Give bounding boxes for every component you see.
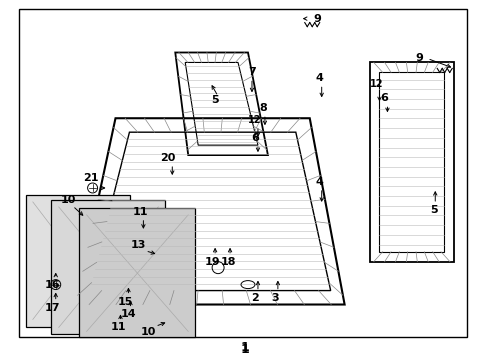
Text: 13: 13 [131, 240, 146, 250]
Text: 2: 2 [251, 293, 259, 302]
Polygon shape [51, 200, 165, 334]
Text: 10: 10 [141, 327, 156, 337]
Text: 4: 4 [316, 73, 324, 84]
Text: 18: 18 [220, 257, 236, 267]
Text: 21: 21 [83, 173, 98, 183]
Text: 11: 11 [111, 323, 126, 332]
Text: 1: 1 [241, 343, 249, 356]
Text: 1: 1 [241, 341, 249, 354]
Text: 14: 14 [121, 310, 136, 319]
Text: 12: 12 [370, 79, 383, 89]
Text: 12: 12 [248, 115, 262, 125]
Text: 20: 20 [161, 153, 176, 163]
Text: 8: 8 [259, 103, 267, 113]
Text: 15: 15 [118, 297, 133, 306]
Text: 11: 11 [133, 207, 148, 217]
Text: 4: 4 [316, 177, 324, 187]
Text: 6: 6 [381, 93, 389, 103]
Text: 5: 5 [211, 95, 219, 105]
Polygon shape [78, 208, 195, 337]
Text: 5: 5 [430, 205, 438, 215]
Text: 6: 6 [251, 133, 259, 143]
Text: 16: 16 [45, 280, 61, 289]
Text: 17: 17 [45, 302, 60, 312]
Polygon shape [26, 195, 130, 328]
Text: 19: 19 [204, 257, 220, 267]
Text: 3: 3 [271, 293, 279, 302]
Text: 7: 7 [248, 67, 256, 77]
Text: 9: 9 [314, 14, 321, 24]
Text: 10: 10 [61, 195, 76, 205]
Text: 9: 9 [416, 54, 423, 63]
